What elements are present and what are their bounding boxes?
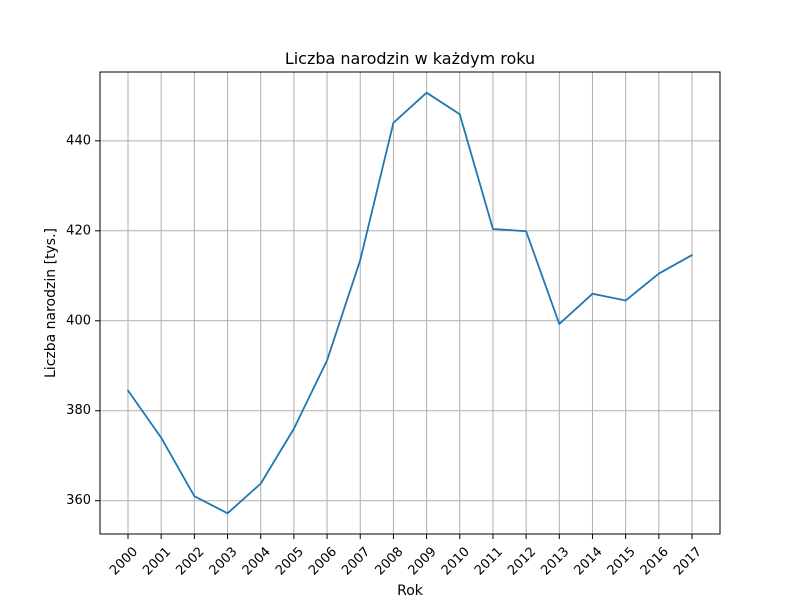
series-line (127, 91, 693, 515)
plot-frame (99, 71, 721, 535)
y-tick-label: 360 (66, 493, 91, 508)
grid-layer (100, 72, 720, 534)
y-tick-label: 380 (66, 403, 91, 418)
y-tick-label: 420 (66, 223, 91, 238)
y-axis-ticks: 360 380 400 420 440 (66, 133, 100, 508)
y-tick-label: 400 (66, 313, 91, 328)
series-layer (127, 91, 693, 515)
x-axis-label: Rok (397, 583, 424, 599)
y-tick-label: 440 (66, 133, 91, 148)
y-axis-label: Liczba narodzin [tys.] (43, 228, 59, 378)
chart-title: Liczba narodzin w każdym roku (285, 49, 535, 68)
